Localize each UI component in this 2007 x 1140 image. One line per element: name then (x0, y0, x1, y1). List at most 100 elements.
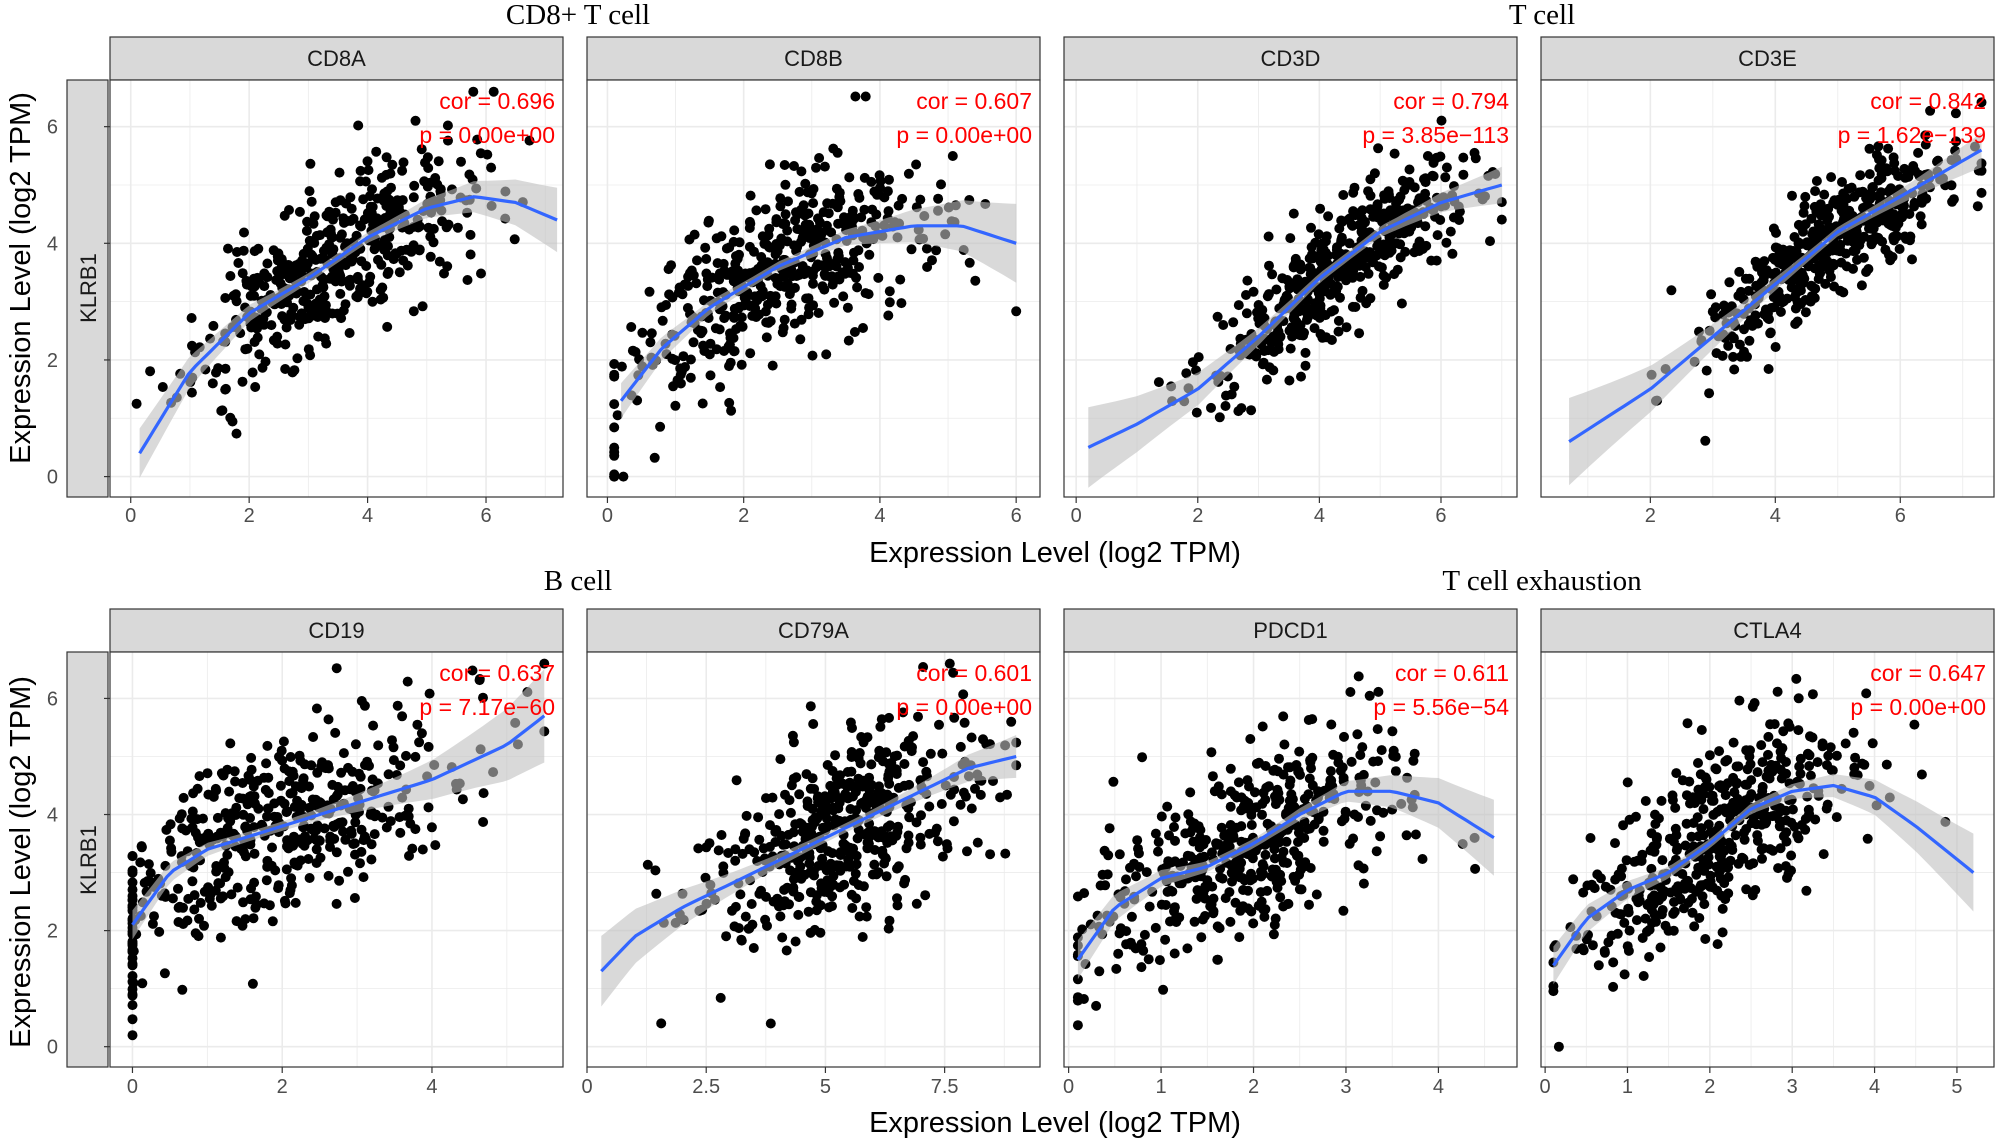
data-point (1855, 170, 1866, 181)
data-point (795, 861, 806, 872)
data-point (1862, 833, 1873, 844)
data-point (817, 854, 828, 864)
data-point (1414, 193, 1425, 204)
data-point (915, 839, 926, 850)
data-point (306, 196, 317, 207)
data-point (1341, 808, 1351, 818)
data-point (1769, 719, 1780, 730)
data-point (1242, 275, 1253, 286)
data-point (724, 242, 735, 253)
data-point (262, 740, 273, 751)
data-point (937, 748, 948, 759)
data-point (1131, 871, 1141, 882)
data-point (955, 741, 966, 752)
data-point (472, 134, 483, 145)
data-point (1798, 226, 1808, 237)
panel-cd19-strip (109, 608, 564, 653)
data-point (1756, 844, 1767, 855)
data-point (881, 871, 892, 882)
data-point (702, 281, 713, 292)
data-point (167, 893, 178, 904)
data-point (1435, 151, 1446, 162)
data-point (770, 249, 781, 260)
data-point (966, 803, 977, 814)
data-point (330, 276, 341, 287)
data-point (1756, 740, 1767, 751)
data-point (765, 1018, 776, 1029)
data-point (304, 186, 315, 197)
panel-pdcd1-cor-label: cor = 0.611 (1395, 660, 1509, 686)
data-point (815, 231, 826, 241)
data-point (1357, 742, 1368, 753)
data-point (1447, 248, 1458, 259)
data-point (1235, 905, 1246, 916)
data-point (426, 822, 437, 833)
data-point (1711, 348, 1722, 359)
data-point (843, 854, 854, 865)
data-point (1143, 954, 1154, 965)
data-point (618, 471, 629, 482)
data-point (1267, 269, 1278, 280)
data-point (231, 296, 242, 307)
x-tick-label: 4 (1433, 1076, 1444, 1098)
y-axis-title-bottom: Expression Level (log2 TPM) (5, 676, 37, 1048)
data-point (1207, 771, 1218, 782)
data-point (1705, 870, 1716, 881)
data-point (801, 822, 812, 833)
data-point (1236, 821, 1247, 832)
data-point (401, 750, 411, 761)
data-point (1218, 320, 1229, 330)
data-point (1631, 915, 1642, 926)
data-point (760, 914, 771, 925)
data-point (160, 891, 171, 902)
data-point (251, 899, 262, 910)
data-point (821, 349, 832, 360)
panel-pdcd1-p-label: p = 5.56e−54 (1373, 694, 1509, 720)
data-point (1804, 761, 1815, 771)
data-point (395, 827, 406, 838)
data-point (827, 848, 838, 859)
x-tick-label: 6 (1895, 505, 1906, 527)
data-point (861, 902, 872, 913)
x-tick-label: 7.5 (931, 1076, 959, 1098)
data-point (1156, 899, 1167, 910)
data-point (1355, 271, 1366, 282)
data-point (1318, 836, 1329, 847)
data-point (727, 266, 738, 277)
data-point (1352, 729, 1363, 740)
data-point (1257, 859, 1268, 870)
data-point (886, 831, 897, 842)
data-point (816, 883, 827, 893)
panel-cd8a-background (110, 80, 563, 497)
data-point (403, 811, 414, 822)
data-point (833, 218, 844, 229)
data-point (1694, 913, 1705, 923)
data-point (215, 932, 226, 943)
data-point (1706, 289, 1717, 300)
data-point (764, 223, 775, 234)
data-point (1432, 230, 1443, 241)
data-point (834, 274, 845, 285)
data-point (1714, 781, 1724, 792)
data-point (1686, 893, 1697, 904)
data-point (135, 857, 146, 868)
data-point (741, 810, 752, 821)
data-point (1420, 221, 1431, 232)
data-point (430, 840, 441, 851)
data-point (1295, 264, 1306, 275)
data-point (379, 244, 390, 255)
data-point (1313, 229, 1324, 240)
data-point (1372, 724, 1383, 735)
panel-pdcd1-grid (1064, 652, 1517, 1067)
data-point (442, 120, 453, 131)
data-point (1775, 803, 1786, 813)
data-point (761, 317, 772, 328)
x-tick-label: 6 (1011, 505, 1022, 527)
data-point (434, 256, 445, 267)
data-point (1294, 884, 1305, 895)
data-point (205, 890, 216, 901)
data-point (199, 920, 209, 931)
panel-cd19-border (109, 651, 564, 1068)
data-point (794, 789, 805, 800)
data-point (1905, 231, 1916, 242)
